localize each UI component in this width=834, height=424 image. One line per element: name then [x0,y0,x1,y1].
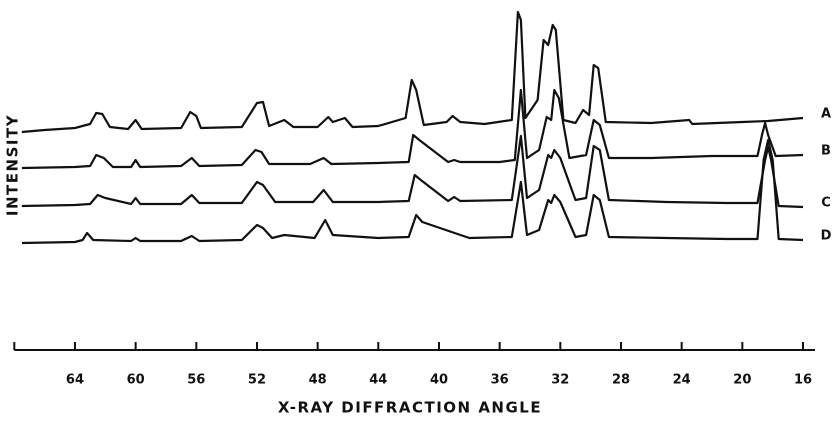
x-tick-label: 28 [612,373,630,388]
x-tick-label: 36 [491,373,509,388]
x-tick-label: 24 [673,373,691,388]
trace-label: A [821,107,831,122]
x-tick-label: 32 [551,373,569,388]
x-axis-title: X-RAY DIFFRACTION ANGLE [278,399,542,417]
x-tick-label: 64 [66,373,84,388]
trace-label: D [821,229,832,244]
trace-label: C [821,196,831,211]
trace [21,88,804,170]
x-tick-label: 16 [794,373,812,388]
x-tick-label: 52 [248,373,266,388]
x-tick-label: 40 [430,373,448,388]
x-tick-label: 60 [127,373,145,388]
x-tick-label: 20 [733,373,751,388]
trace [21,10,804,134]
x-tick-label: 56 [187,373,205,388]
trace [21,134,804,209]
trace-label: B [821,144,831,159]
y-axis-title: INTENSITY [4,114,22,216]
x-tick-label: 48 [309,373,327,388]
x-tick-label: 44 [369,373,387,388]
trace [21,138,804,245]
